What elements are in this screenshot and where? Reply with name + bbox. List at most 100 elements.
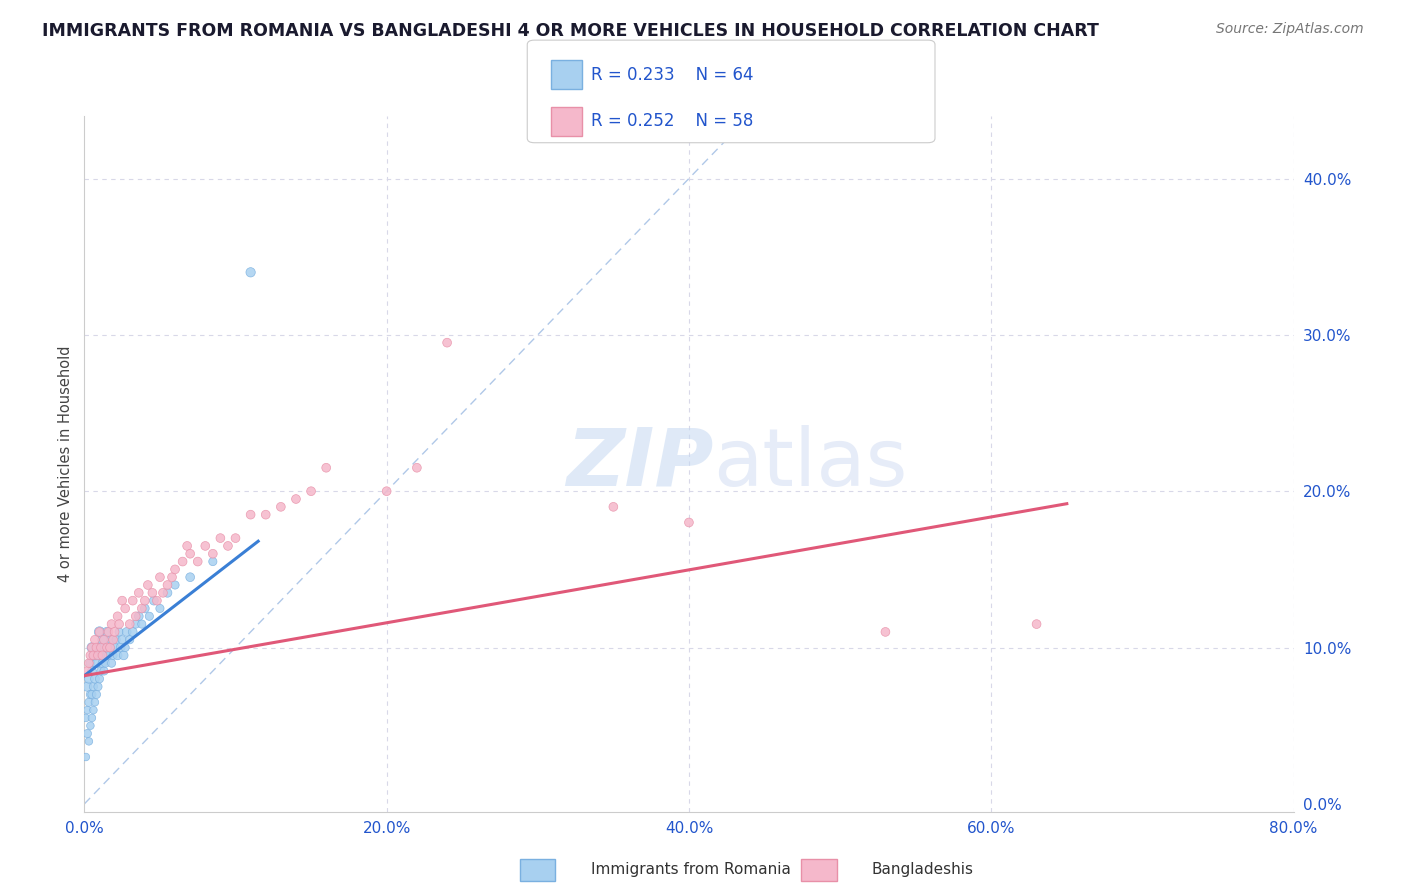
Point: [75, 711, 97, 725]
Point: [98, 640, 121, 655]
Point: [86, 640, 108, 655]
Point: [79, 719, 101, 733]
Point: [89, 672, 111, 686]
Text: Bangladeshis: Bangladeshis: [872, 863, 974, 877]
Point: [94, 656, 117, 670]
Point: [100, 656, 122, 670]
Point: [179, 547, 201, 561]
Point: [90, 640, 112, 655]
Point: [80, 711, 103, 725]
Point: [165, 562, 187, 576]
Point: [79, 688, 101, 702]
Point: [80, 640, 103, 655]
Point: [114, 601, 136, 615]
Text: Source: ZipAtlas.com: Source: ZipAtlas.com: [1216, 22, 1364, 37]
Point: [239, 508, 262, 522]
Point: [1025, 617, 1047, 632]
Point: [285, 491, 308, 506]
Point: [87, 640, 110, 655]
Point: [172, 555, 194, 569]
Point: [100, 632, 122, 647]
Point: [90, 664, 112, 678]
Point: [136, 578, 159, 592]
Point: [86, 656, 108, 670]
Point: [142, 593, 165, 607]
Point: [91, 632, 114, 647]
Point: [82, 680, 104, 694]
Point: [160, 570, 183, 584]
Point: [118, 617, 141, 632]
Point: [97, 624, 120, 639]
Point: [107, 648, 129, 663]
Point: [134, 601, 156, 615]
Point: [201, 547, 224, 561]
Point: [87, 648, 110, 663]
Point: [149, 570, 172, 584]
Point: [115, 624, 138, 639]
Point: [254, 508, 277, 522]
Point: [93, 664, 115, 678]
Point: [131, 617, 153, 632]
Point: [225, 531, 247, 545]
Point: [101, 632, 124, 647]
Point: [114, 640, 136, 655]
Point: [128, 586, 150, 600]
Point: [82, 648, 104, 663]
Point: [152, 586, 174, 600]
Point: [270, 500, 292, 514]
Point: [125, 617, 148, 632]
Point: [134, 593, 156, 607]
Point: [93, 632, 115, 647]
Point: [375, 484, 398, 499]
Y-axis label: 4 or more Vehicles in Household: 4 or more Vehicles in Household: [58, 345, 73, 582]
Point: [93, 640, 115, 655]
Point: [96, 640, 118, 655]
Point: [97, 648, 120, 663]
Point: [105, 632, 128, 647]
Point: [165, 578, 187, 592]
Point: [118, 632, 141, 647]
Point: [96, 648, 118, 663]
Text: Immigrants from Romania: Immigrants from Romania: [591, 863, 790, 877]
Point: [110, 640, 132, 655]
Point: [77, 734, 100, 748]
Point: [96, 624, 118, 639]
Point: [299, 484, 322, 499]
Point: [76, 664, 98, 678]
Point: [107, 609, 129, 624]
Point: [100, 617, 122, 632]
Point: [436, 335, 458, 350]
Point: [80, 688, 103, 702]
Point: [101, 648, 124, 663]
Text: atlas: atlas: [713, 425, 907, 503]
Point: [84, 632, 107, 647]
Point: [131, 601, 153, 615]
Point: [111, 593, 134, 607]
Text: R = 0.233    N = 64: R = 0.233 N = 64: [591, 66, 754, 84]
Point: [141, 586, 163, 600]
Point: [76, 680, 98, 694]
Text: IMMIGRANTS FROM ROMANIA VS BANGLADESHI 4 OR MORE VEHICLES IN HOUSEHOLD CORRELATI: IMMIGRANTS FROM ROMANIA VS BANGLADESHI 4…: [42, 22, 1099, 40]
Point: [315, 460, 337, 475]
Text: ZIP: ZIP: [565, 425, 713, 503]
Point: [87, 680, 110, 694]
Text: R = 0.252    N = 58: R = 0.252 N = 58: [591, 112, 752, 130]
Point: [80, 640, 103, 655]
Point: [82, 648, 104, 663]
Point: [104, 624, 127, 639]
Point: [125, 609, 148, 624]
Point: [678, 516, 700, 530]
Point: [84, 672, 107, 686]
Point: [80, 664, 103, 678]
Point: [75, 750, 97, 764]
Point: [201, 555, 224, 569]
Point: [602, 500, 624, 514]
Point: [98, 640, 121, 655]
Point: [77, 672, 100, 686]
Point: [82, 703, 104, 717]
Point: [86, 688, 108, 702]
Point: [76, 703, 98, 717]
Point: [76, 726, 98, 740]
Point: [176, 539, 198, 553]
Point: [121, 593, 143, 607]
